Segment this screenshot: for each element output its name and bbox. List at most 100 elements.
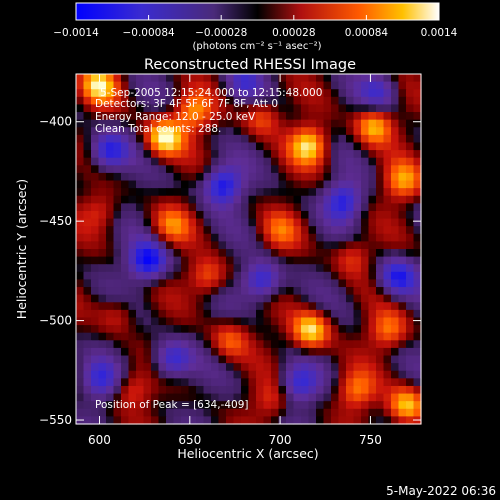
- heatmap-cell: [413, 363, 422, 372]
- heatmap-cell: [158, 134, 167, 144]
- heatmap-cell: [128, 119, 137, 128]
- heatmap-cell: [353, 249, 362, 258]
- heatmap-cell: [181, 142, 190, 151]
- heatmap-cell: [271, 249, 280, 258]
- heatmap-cell: [76, 378, 85, 387]
- heatmap-cell: [136, 302, 145, 311]
- heatmap-cell: [271, 256, 280, 265]
- heatmap-cell: [121, 89, 130, 98]
- heatmap-cell: [361, 264, 370, 273]
- heatmap-cell: [233, 233, 242, 242]
- heatmap-cell: [353, 309, 362, 319]
- heatmap-cell: [151, 218, 160, 227]
- heatmap-cell: [128, 150, 137, 159]
- heatmap-cell: [218, 264, 227, 273]
- heatmap-cell: [158, 416, 167, 425]
- heatmap-cell: [233, 340, 242, 349]
- heatmap-cell: [331, 408, 340, 417]
- heatmap-cell: [391, 195, 400, 204]
- heatmap-cell: [136, 370, 145, 379]
- heatmap-cell: [181, 172, 190, 182]
- heatmap-cell: [203, 233, 212, 242]
- heatmap-cell: [346, 81, 355, 90]
- heatmap-cell: [391, 363, 400, 372]
- heatmap-cell: [293, 370, 302, 379]
- heatmap-cell: [166, 393, 175, 402]
- annotation-line: Energy Range: 12.0 - 25.0 keV: [95, 111, 256, 123]
- heatmap-cell: [181, 157, 190, 166]
- heatmap-cell: [158, 332, 167, 341]
- heatmap-cell: [241, 218, 250, 227]
- heatmap-cell: [263, 210, 272, 220]
- heatmap-cell: [316, 332, 325, 341]
- heatmap-cell: [211, 325, 220, 334]
- heatmap-cell: [188, 294, 197, 303]
- heatmap-cell: [196, 157, 205, 166]
- heatmap-cell: [308, 279, 317, 288]
- heatmap-cell: [398, 119, 407, 128]
- heatmap-cell: [383, 210, 392, 220]
- heatmap-cell: [316, 241, 325, 250]
- heatmap-cell: [241, 203, 250, 212]
- heatmap-cell: [256, 287, 265, 296]
- heatmap-cell: [113, 408, 122, 417]
- heatmap-cell: [308, 249, 317, 258]
- heatmap-cell: [113, 165, 122, 174]
- heatmap-cell: [151, 401, 160, 410]
- heatmap-cell: [211, 195, 220, 204]
- heatmap-cell: [323, 188, 332, 197]
- heatmap-cell: [286, 150, 295, 159]
- heatmap-cell: [331, 264, 340, 273]
- heatmap-cell: [361, 218, 370, 227]
- heatmap-cell: [286, 89, 295, 98]
- heatmap-cell: [376, 370, 385, 379]
- heatmap-cell: [338, 172, 347, 182]
- heatmap-cell: [128, 287, 137, 296]
- heatmap-cell: [226, 408, 235, 417]
- heatmap-cell: [383, 112, 392, 121]
- heatmap-cell: [263, 134, 272, 144]
- heatmap-cell: [398, 150, 407, 159]
- heatmap-cell: [346, 363, 355, 372]
- heatmap-cell: [211, 408, 220, 417]
- heatmap-cell: [91, 363, 100, 372]
- heatmap-cell: [143, 370, 152, 379]
- heatmap-cell: [151, 188, 160, 197]
- heatmap-cell: [353, 172, 362, 182]
- heatmap-cell: [181, 112, 190, 121]
- heatmap-cell: [76, 317, 85, 326]
- heatmap-cell: [406, 172, 415, 182]
- heatmap-cell: [293, 226, 302, 235]
- heatmap-cell: [383, 241, 392, 250]
- heatmap-cell: [406, 81, 415, 90]
- heatmap-cell: [121, 271, 130, 281]
- heatmap-cell: [226, 302, 235, 311]
- heatmap-cell: [226, 332, 235, 341]
- heatmap-cell: [391, 81, 400, 90]
- heatmap-cell: [406, 287, 415, 296]
- heatmap-cell: [173, 256, 182, 265]
- heatmap-cell: [338, 150, 347, 159]
- heatmap-cell: [316, 81, 325, 90]
- heatmap-cell: [241, 393, 250, 402]
- heatmap-cell: [271, 264, 280, 273]
- heatmap-cell: [113, 210, 122, 220]
- heatmap-cell: [353, 210, 362, 220]
- heatmap-cell: [338, 370, 347, 379]
- heatmap-cell: [128, 104, 137, 113]
- heatmap-cell: [106, 96, 115, 106]
- heatmap-cell: [248, 325, 257, 334]
- heatmap-cell: [293, 104, 302, 113]
- heatmap-cell: [218, 347, 227, 357]
- heatmap-cell: [91, 401, 100, 410]
- heatmap-cell: [158, 210, 167, 220]
- heatmap-cell: [256, 226, 265, 235]
- heatmap-cell: [91, 264, 100, 273]
- heatmap-cell: [233, 134, 242, 144]
- heatmap-cell: [391, 119, 400, 128]
- heatmap-cell: [323, 325, 332, 334]
- heatmap-cell: [278, 385, 287, 395]
- heatmap-cell: [376, 134, 385, 144]
- heatmap-cell: [211, 294, 220, 303]
- heatmap-cell: [98, 104, 107, 113]
